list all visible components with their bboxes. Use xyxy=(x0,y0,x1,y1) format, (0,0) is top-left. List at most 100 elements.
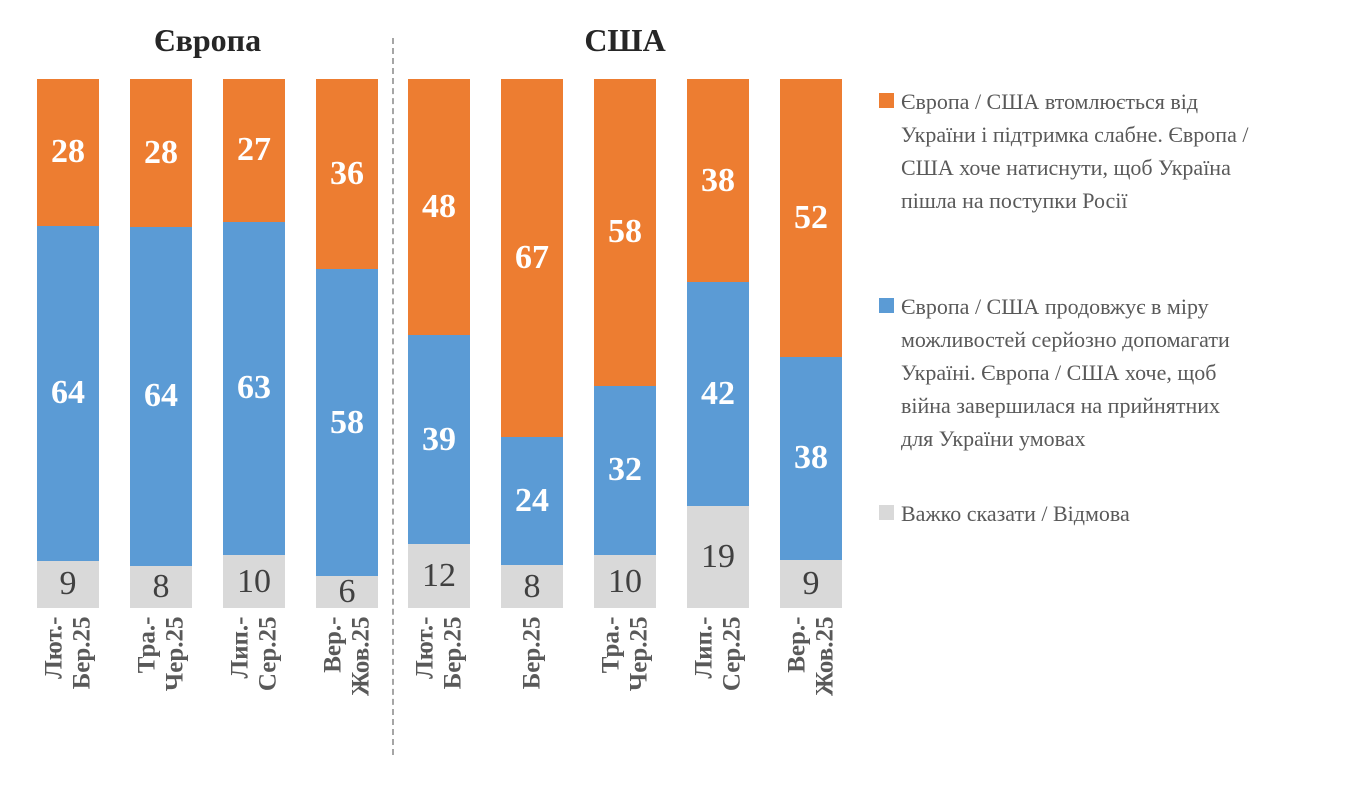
bar-США-Лип.-Сер.25: 38 42 19 xyxy=(687,79,749,608)
bar-Європа-Лип.-Сер.25: 27 63 10 xyxy=(223,79,285,608)
bar-value-label: 64 xyxy=(144,377,178,415)
legend-swatch-gray-icon xyxy=(879,505,894,520)
bar-segment-continues-support: 32 xyxy=(594,385,656,556)
axis-category-text: Лют.- Бер.25 xyxy=(37,616,99,761)
axis-category-line: Вер.- xyxy=(783,616,810,673)
bar-value-label: 58 xyxy=(608,213,642,251)
bar-segment-hard-to-say-refusal: 6 xyxy=(316,573,378,611)
axis-category-text: Тра.- Чер.25 xyxy=(594,616,656,761)
axis-category-label: Вер.- Жов.25 xyxy=(780,616,842,761)
bar-value-label: 9 xyxy=(802,564,820,602)
bar-segment-tired-pressure-concessions: 67 xyxy=(501,79,563,438)
axis-category-line: Жов.25 xyxy=(347,616,374,696)
bar-value-label: 58 xyxy=(330,403,364,441)
bar-value-label: 63 xyxy=(237,369,271,407)
axis-category-line: Лют.- xyxy=(40,616,67,679)
bar-value-label: 67 xyxy=(515,239,549,276)
bar-segment-continues-support: 24 xyxy=(501,437,563,566)
bar-value-label: 24 xyxy=(515,482,549,520)
axis-category-line: Лип.- xyxy=(690,616,717,679)
legend-item-hard-to-say: Важко сказати / Відмова xyxy=(879,497,1366,530)
legend-label-tired: Європа / США втомлюється від України і п… xyxy=(901,89,1249,213)
axis-category-text: Вер.- Жов.25 xyxy=(780,616,842,761)
bar-segment-continues-support: 63 xyxy=(223,221,285,556)
bar-segment-hard-to-say-refusal: 10 xyxy=(594,555,656,608)
bar-value-label: 6 xyxy=(338,573,356,611)
bar-segment-tired-pressure-concessions: 58 xyxy=(594,79,656,386)
bar-value-label: 28 xyxy=(144,134,178,172)
axis-category-label: Лип.- Сер.25 xyxy=(687,616,749,761)
bar-Європа-Лют.-Бер.25: 28 64 9 xyxy=(37,79,99,608)
bar-segment-continues-support: 64 xyxy=(37,225,99,561)
axis-category-line: Сер.25 xyxy=(254,616,281,691)
legend-item-support: Європа / США продовжує в міру можливосте… xyxy=(879,290,1366,455)
bar-segment-continues-support: 38 xyxy=(780,356,842,560)
bar-segment-hard-to-say-refusal: 10 xyxy=(223,555,285,608)
group-title-europe: Європа xyxy=(153,22,262,58)
bar-value-label: 39 xyxy=(422,420,456,458)
bar-segment-continues-support: 39 xyxy=(408,335,470,544)
axis-category-label: Тра.- Чер.25 xyxy=(130,616,192,761)
axis-category-label: Тра.- Чер.25 xyxy=(594,616,656,761)
bar-segment-hard-to-say-refusal: 9 xyxy=(780,559,842,608)
bar-value-label: 10 xyxy=(608,562,642,600)
axis-category-label: Бер.25 xyxy=(501,616,563,761)
bar-segment-tired-pressure-concessions: 38 xyxy=(687,79,749,283)
bar-value-label: 8 xyxy=(152,567,170,605)
axis-category-label: Лют.- Бер.25 xyxy=(408,616,470,761)
group-divider-dashed-line xyxy=(392,38,394,755)
bar-США-Вер.-Жов.25: 52 38 9 xyxy=(780,79,842,608)
bar-value-label: 32 xyxy=(608,451,642,489)
bar-value-label: 12 xyxy=(422,556,456,594)
bar-segment-tired-pressure-concessions: 28 xyxy=(130,79,192,228)
bar-segment-hard-to-say-refusal: 19 xyxy=(687,506,749,608)
axis-category-label: Вер.- Жов.25 xyxy=(316,616,378,761)
bar-value-label: 38 xyxy=(701,161,735,199)
bar-segment-tired-pressure-concessions: 28 xyxy=(37,79,99,226)
axis-category-line: Тра.- xyxy=(133,616,160,673)
bar-value-label: 8 xyxy=(523,567,541,605)
bar-segment-continues-support: 58 xyxy=(316,269,378,577)
axis-category-text: Лип.- Сер.25 xyxy=(223,616,285,761)
bar-segment-tired-pressure-concessions: 52 xyxy=(780,79,842,357)
bar-США-Бер.25: 67 24 8 xyxy=(501,79,563,609)
legend-label-hard-to-say: Важко сказати / Відмова xyxy=(901,501,1130,526)
bar-value-label: 19 xyxy=(701,538,735,576)
bar-value-label: 10 xyxy=(237,562,271,600)
bar-segment-tired-pressure-concessions: 48 xyxy=(408,79,470,336)
bar-США-Лют.-Бер.25: 48 39 12 xyxy=(408,79,470,608)
bar-segment-continues-support: 64 xyxy=(130,227,192,566)
bar-value-label: 64 xyxy=(51,374,85,412)
bar-Європа-Тра.-Чер.25: 28 64 8 xyxy=(130,79,192,608)
bar-США-Тра.-Чер.25: 58 32 10 xyxy=(594,79,656,608)
axis-category-line: Сер.25 xyxy=(718,616,745,691)
bar-Європа-Вер.-Жов.25: 36 58 6 xyxy=(316,79,378,611)
bar-segment-tired-pressure-concessions: 36 xyxy=(316,79,378,270)
axis-category-text: Вер.- Жов.25 xyxy=(316,616,378,761)
group-title-usa: США xyxy=(584,22,666,58)
legend-item-tired: Європа / США втомлюється від України і п… xyxy=(879,85,1366,217)
bar-segment-tired-pressure-concessions: 27 xyxy=(223,79,285,222)
axis-category-line: Бер.25 xyxy=(68,616,95,689)
bar-value-label: 28 xyxy=(51,133,85,171)
axis-category-text: Тра.- Чер.25 xyxy=(130,616,192,761)
axis-category-label: Лют.- Бер.25 xyxy=(37,616,99,761)
axis-category-text: Лют.- Бер.25 xyxy=(408,616,470,761)
axis-category-text: Лип.- Сер.25 xyxy=(687,616,749,761)
bar-segment-continues-support: 42 xyxy=(687,282,749,507)
bar-segment-hard-to-say-refusal: 8 xyxy=(501,565,563,609)
legend-swatch-blue-icon xyxy=(879,298,894,313)
bar-value-label: 52 xyxy=(794,198,828,236)
axis-category-line: Бер.25 xyxy=(518,616,545,689)
axis-category-text: Бер.25 xyxy=(501,616,563,761)
axis-category-line: Жов.25 xyxy=(811,616,838,696)
bar-segment-hard-to-say-refusal: 8 xyxy=(130,565,192,608)
bar-value-label: 38 xyxy=(794,439,828,477)
bar-segment-hard-to-say-refusal: 9 xyxy=(37,560,99,608)
axis-category-line: Чер.25 xyxy=(625,616,652,691)
axis-category-line: Бер.25 xyxy=(439,616,466,689)
legend-label-support: Європа / США продовжує в міру можливосте… xyxy=(901,294,1230,451)
axis-category-line: Тра.- xyxy=(597,616,624,673)
axis-category-label: Лип.- Сер.25 xyxy=(223,616,285,761)
